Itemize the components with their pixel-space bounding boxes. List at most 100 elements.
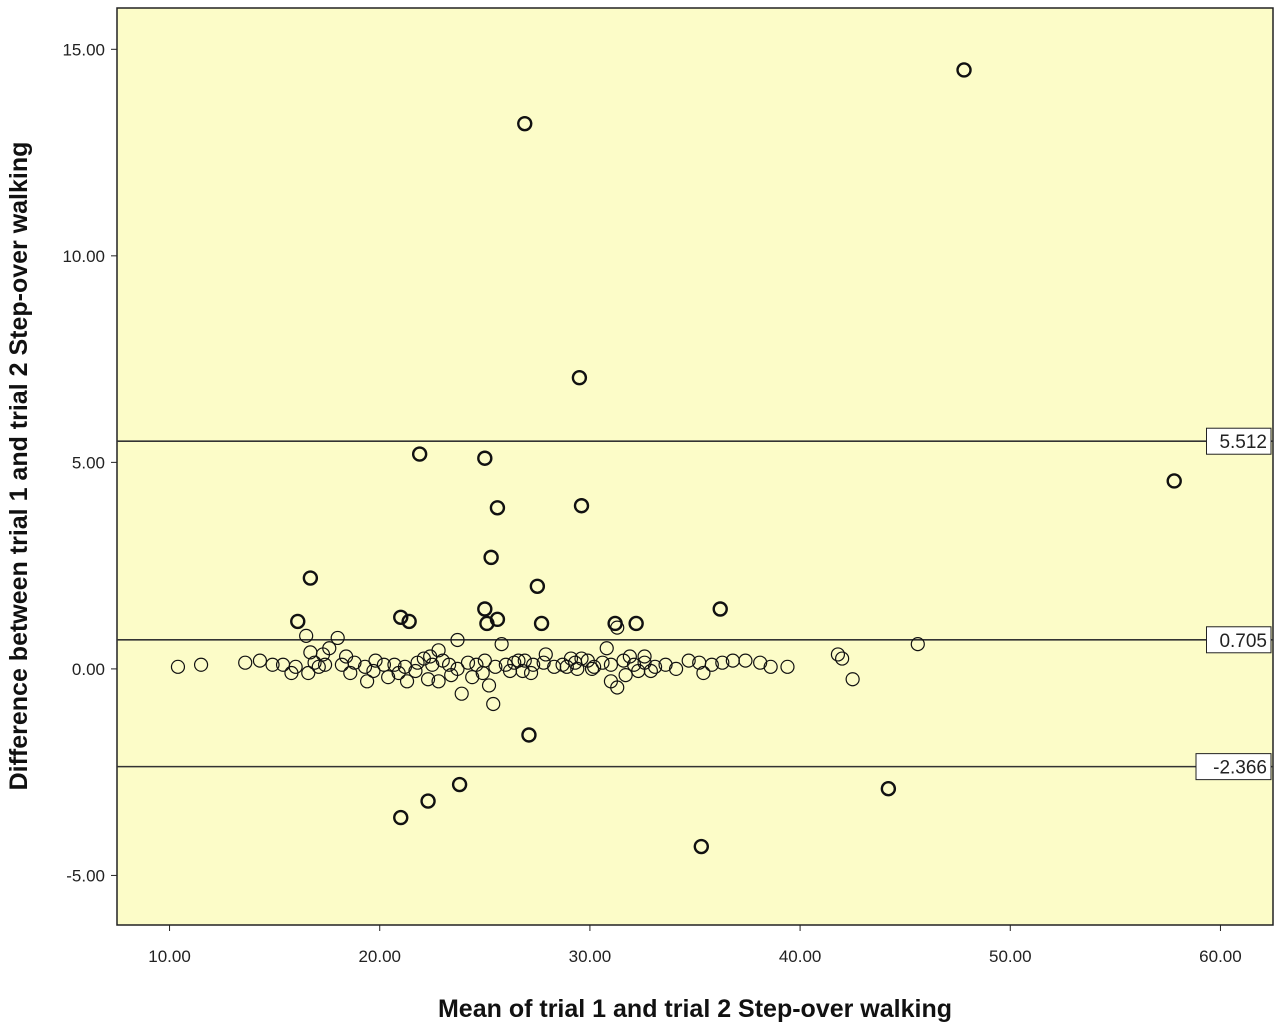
data-point	[515, 663, 530, 679]
data-point	[536, 655, 551, 670]
y-tick-label: 5.00	[72, 453, 105, 472]
y-tick-label: -5.00	[66, 866, 105, 885]
reference-label: 5.512	[1219, 432, 1267, 453]
data-point	[347, 655, 362, 670]
data-point	[574, 651, 589, 666]
data-point	[465, 670, 480, 685]
data-point	[610, 620, 625, 635]
data-point	[696, 665, 711, 681]
data-point	[360, 674, 375, 689]
data-point	[517, 653, 532, 668]
data-point	[835, 651, 850, 666]
reference-label-box	[1206, 427, 1272, 455]
data-point	[302, 570, 319, 586]
data-point	[559, 659, 574, 674]
data-point	[880, 780, 897, 797]
data-point	[910, 637, 925, 652]
y-axis: -5.00 0.00 5.00 10.00 15.00	[62, 40, 117, 885]
data-point	[780, 659, 795, 674]
data-point	[616, 653, 631, 668]
reference-label-box	[1195, 753, 1272, 781]
data-point	[238, 655, 253, 670]
data-point	[647, 659, 663, 674]
data-point	[479, 615, 495, 632]
data-point	[381, 670, 396, 685]
plot-area	[116, 7, 1274, 926]
data-point	[343, 665, 358, 681]
x-axis-title: Mean of trial 1 and trial 2 Step-over wa…	[438, 995, 952, 1023]
data-point	[391, 665, 406, 681]
data-point	[290, 613, 306, 630]
data-point	[628, 615, 644, 632]
data-point	[444, 667, 459, 683]
data-point	[830, 647, 846, 662]
x-tick-label: 50.00	[989, 947, 1032, 966]
reference-label: 0.705	[1219, 631, 1267, 652]
data-point	[284, 665, 299, 681]
data-point	[387, 657, 402, 672]
data-point	[317, 657, 333, 672]
data-point	[668, 661, 684, 677]
data-point	[420, 672, 436, 687]
data-point	[454, 686, 469, 701]
data-point	[481, 678, 497, 693]
x-tick-label: 10.00	[148, 947, 191, 966]
data-point	[595, 655, 610, 670]
reference-label: -2.366	[1213, 758, 1267, 779]
data-point	[311, 659, 326, 674]
data-point	[573, 498, 590, 514]
data-point	[357, 659, 373, 674]
data-point	[393, 609, 409, 625]
data-point	[475, 665, 490, 681]
data-point	[738, 653, 753, 668]
data-point	[523, 665, 539, 681]
data-point	[450, 632, 465, 648]
y-tick-label: 15.00	[62, 40, 105, 59]
data-point	[704, 657, 719, 672]
data-point	[483, 549, 499, 566]
data-point	[330, 630, 345, 646]
data-point	[477, 601, 493, 617]
y-axis-title: Difference between trial 1 and trial 2 S…	[5, 142, 33, 791]
data-point	[715, 655, 730, 670]
data-point	[603, 657, 619, 672]
x-tick-label: 60.00	[1199, 947, 1242, 966]
data-point	[265, 657, 280, 672]
data-point	[301, 665, 316, 681]
data-point	[956, 62, 972, 78]
data-point	[507, 655, 522, 670]
data-point	[376, 657, 392, 672]
data-point	[477, 450, 493, 466]
data-point	[451, 776, 468, 793]
data-point	[401, 613, 417, 630]
data-point	[753, 655, 768, 670]
data-point	[1166, 473, 1182, 489]
data-point	[488, 659, 503, 674]
x-tick-label: 20.00	[358, 947, 401, 966]
data-point	[637, 649, 652, 664]
data-point	[307, 655, 322, 670]
data-point	[193, 657, 209, 672]
data-point	[486, 696, 501, 712]
data-point	[538, 647, 553, 662]
data-point	[845, 672, 860, 687]
data-point	[252, 653, 268, 668]
data-point	[393, 809, 409, 826]
data-point	[170, 659, 186, 674]
x-tick-label: 40.00	[779, 947, 822, 966]
data-point	[763, 659, 778, 674]
reference-label-box	[1206, 626, 1272, 654]
data-point	[494, 637, 509, 652]
data-point	[517, 115, 533, 132]
data-point	[571, 369, 588, 386]
data-point	[712, 601, 728, 617]
y-tick-label: 10.00	[62, 247, 105, 266]
data-point	[693, 838, 710, 855]
reference-labels: 5.512 0.705 -2.366	[1195, 427, 1272, 781]
x-tick-label: 30.00	[569, 947, 612, 966]
data-point	[529, 578, 546, 594]
data-point	[681, 653, 696, 668]
data-point	[526, 657, 541, 672]
